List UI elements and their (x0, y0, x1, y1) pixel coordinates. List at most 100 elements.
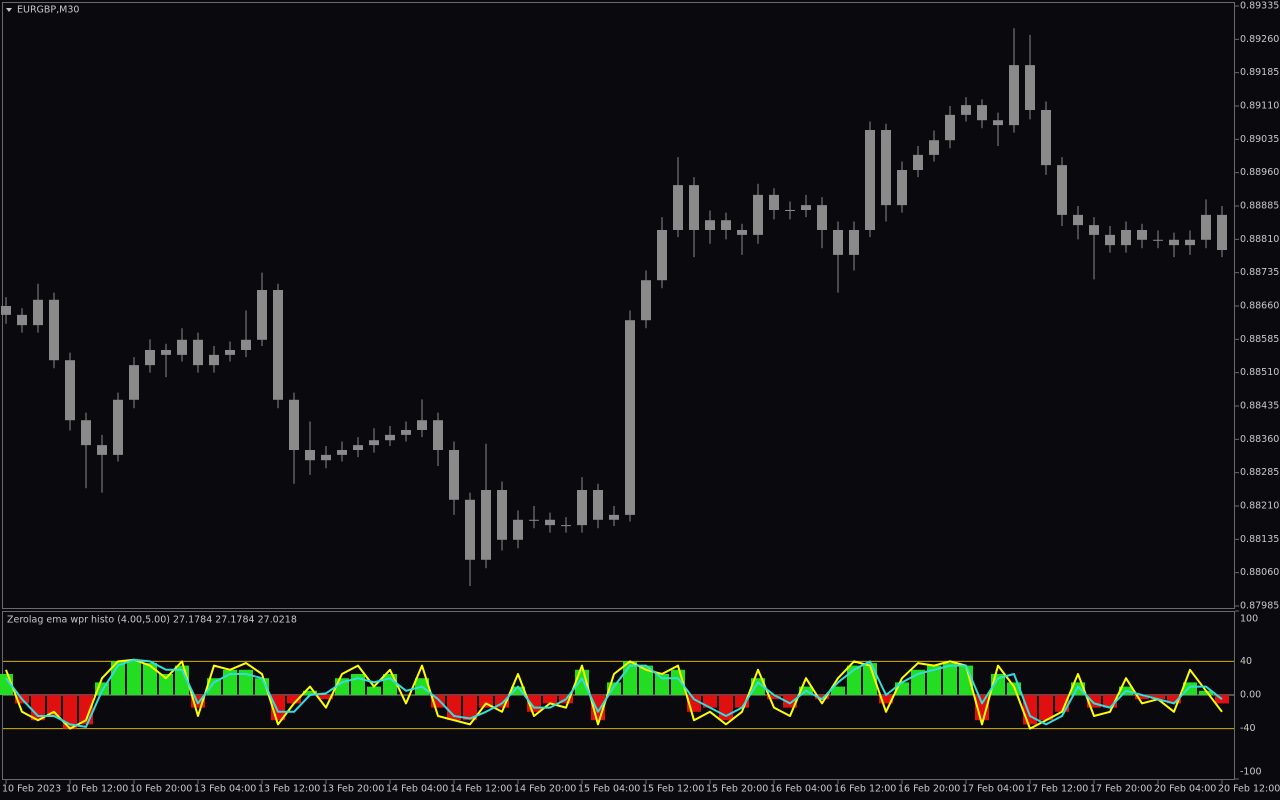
histogram-bar (143, 663, 157, 695)
candle-body (97, 445, 107, 455)
y-tick-label: 0.89110 (1240, 101, 1279, 112)
symbol-menu-arrow[interactable] (6, 8, 12, 12)
histogram-bar (943, 663, 957, 695)
x-tick-label: 13 Feb 12:00 (258, 784, 320, 795)
candle-body (1169, 239, 1179, 246)
candle-body (49, 299, 59, 361)
x-tick-label: 10 Feb 20:00 (130, 784, 192, 795)
y-tick-label: 0.88810 (1240, 234, 1279, 245)
histogram-bar (655, 674, 669, 695)
candle-body (769, 194, 779, 210)
x-tick-label: 15 Feb 12:00 (642, 784, 704, 795)
y-tick-label: 0.88285 (1240, 467, 1279, 478)
y-tick-label: 0.89335 (1240, 1, 1279, 12)
candle-body (849, 230, 859, 255)
x-tick-label: 14 Feb 20:00 (514, 784, 576, 795)
candle-body (625, 320, 635, 515)
candle-body (385, 434, 395, 441)
histogram-bar (1199, 690, 1213, 695)
histogram-bar (543, 695, 557, 704)
histogram-bar (639, 665, 653, 695)
candle-body (705, 220, 715, 230)
histogram-bar (383, 674, 397, 695)
x-tick-label: 17 Feb 12:00 (1026, 784, 1088, 795)
y-tick-label: 0.88360 (1240, 434, 1279, 445)
candle-body (321, 454, 331, 461)
histogram-bar (367, 686, 381, 695)
candle-body (1121, 230, 1131, 246)
histogram-bar (239, 669, 253, 695)
histogram-bar (927, 665, 941, 695)
histogram-bar (31, 695, 45, 721)
candle-body (833, 230, 843, 255)
candle-body (913, 154, 923, 170)
candle-body (817, 205, 827, 230)
histogram-bar (463, 695, 477, 721)
candle-body (433, 420, 443, 450)
candle-body (273, 290, 283, 400)
candle-body (353, 445, 363, 450)
candle-body (865, 130, 875, 230)
x-tick-label: 10 Feb 12:00 (66, 784, 128, 795)
y-tick-label: 0.88660 (1240, 301, 1279, 312)
candle-body (33, 299, 43, 326)
x-tick-label: 17 Feb 20:00 (1090, 784, 1152, 795)
histogram-bar (1023, 695, 1037, 725)
candle-body (1137, 230, 1147, 240)
candle-body (881, 130, 891, 206)
histogram-bar (1039, 695, 1053, 721)
y-tick-label: 0.89260 (1240, 34, 1279, 45)
y-tick-label: -100 (1240, 767, 1262, 778)
candle-body (145, 350, 155, 366)
histogram-bar (1135, 695, 1149, 700)
candle-body (641, 280, 651, 321)
histogram-bar (703, 695, 717, 708)
candle-body (193, 339, 203, 366)
candle-body (609, 514, 619, 520)
candle-body (1105, 234, 1115, 246)
candle-body (209, 354, 219, 366)
indicator-label: Zerolag ema wpr histo (4.00,5.00) 27.178… (7, 615, 297, 626)
candle-body (513, 519, 523, 540)
histogram-bar (1151, 695, 1165, 700)
candle-body (481, 490, 491, 560)
x-tick-label: 16 Feb 04:00 (770, 784, 832, 795)
candle-body (1201, 214, 1211, 240)
histogram-bar (351, 674, 365, 695)
candle-body (529, 519, 539, 521)
y-tick-label: 0.89035 (1240, 134, 1279, 145)
y-tick-label: 0.88960 (1240, 167, 1279, 178)
x-tick-label: 14 Feb 12:00 (450, 784, 512, 795)
indicator-line (5, 658, 1223, 728)
histogram-bar (127, 659, 141, 695)
candle-body (897, 170, 907, 206)
x-tick-label: 17 Feb 04:00 (962, 784, 1024, 795)
candle-body (689, 185, 699, 230)
candle-body (577, 490, 587, 526)
y-tick-label: 100 (1240, 614, 1258, 625)
x-tick-label: 14 Feb 04:00 (386, 784, 448, 795)
candle-body (497, 490, 507, 540)
candle-body (1009, 65, 1019, 126)
y-tick-label: 0.00 (1240, 690, 1261, 701)
indicator-line (5, 658, 1223, 730)
indicator-panel (2, 611, 1235, 780)
x-tick-label: 16 Feb 12:00 (834, 784, 896, 795)
histogram-bar (783, 695, 797, 708)
y-tick-label: 0.88585 (1240, 334, 1279, 345)
y-tick-label: 0.88060 (1240, 567, 1279, 578)
histogram-bar (815, 695, 829, 700)
candle-body (129, 365, 139, 400)
x-tick-label: 10 Feb 2023 (2, 784, 61, 795)
x-tick-label: 15 Feb 04:00 (578, 784, 640, 795)
histogram-bar (751, 678, 765, 695)
candle-body (1217, 214, 1227, 250)
histogram-bar (831, 686, 845, 695)
y-tick-label: 0.88135 (1240, 534, 1279, 545)
candle-body (977, 105, 987, 121)
histogram-bar (47, 695, 61, 716)
candle-body (1185, 239, 1195, 246)
candle-body (401, 430, 411, 435)
y-tick-label: 0.88210 (1240, 501, 1279, 512)
